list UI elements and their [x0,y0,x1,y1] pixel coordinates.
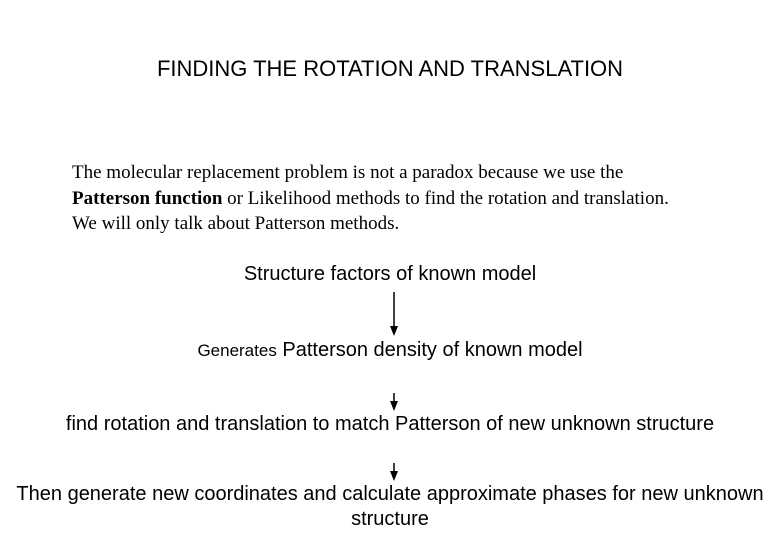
flow-step-1: Structure factors of known model [0,263,780,286]
step2-main: Patterson density of known model [277,339,583,361]
intro-paragraph: The molecular replacement problem is not… [72,160,682,237]
para-bold: Patterson function [72,188,222,209]
flow-step-4: Then generate new coordinates and calcul… [0,482,780,532]
slide-title: FINDING THE ROTATION AND TRANSLATION [0,56,780,82]
flow-step-2: Generates Patterson density of known mod… [0,338,780,363]
down-arrow-icon [389,463,399,481]
flow-step-3: find rotation and translation to match P… [0,412,780,437]
down-arrow-icon [389,393,399,411]
generates-label: Generates [197,341,276,360]
down-arrow-icon [389,292,399,336]
para-pre: The molecular replacement problem is not… [72,162,623,183]
slide: FINDING THE ROTATION AND TRANSLATION The… [0,0,780,540]
